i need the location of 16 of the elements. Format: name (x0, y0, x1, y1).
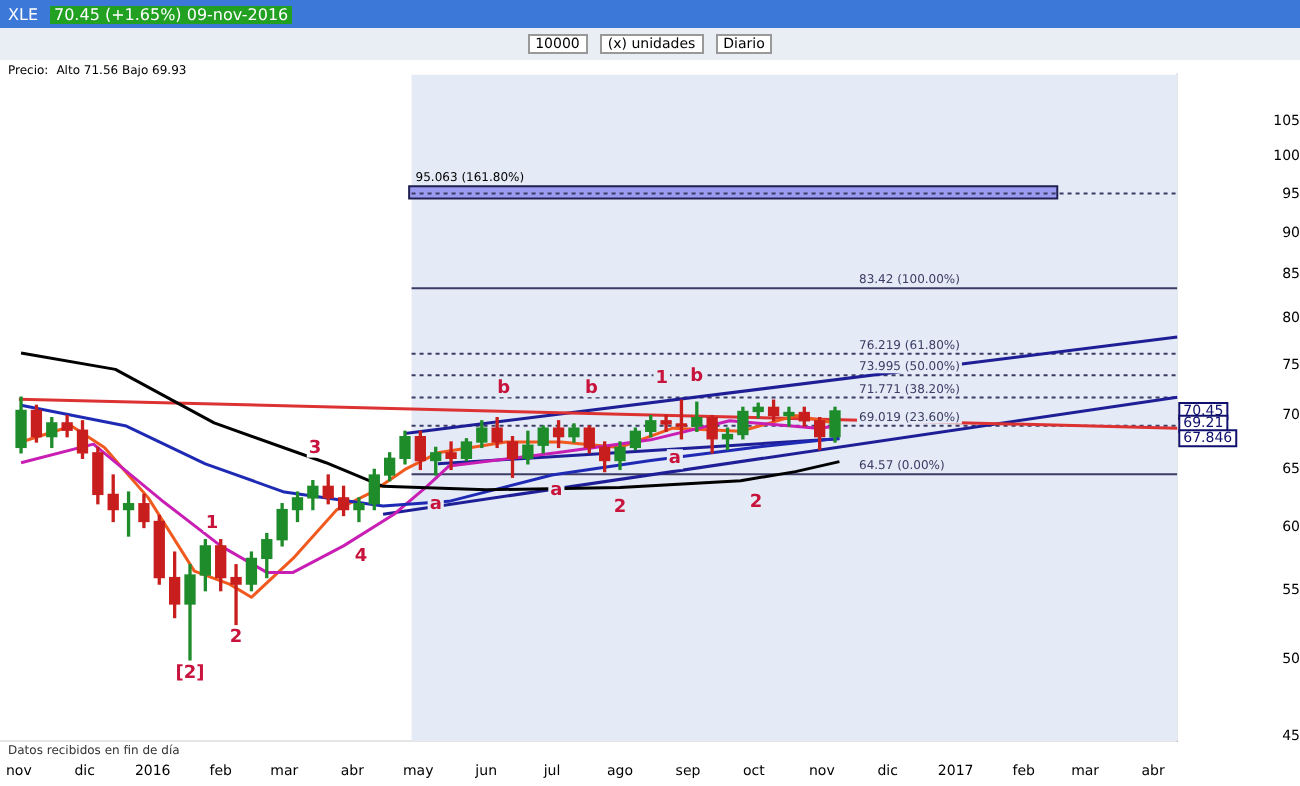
annotation: a (668, 448, 681, 469)
annotation: 3 (308, 439, 322, 460)
annotation: b (585, 378, 600, 399)
annotation: [2] (175, 663, 205, 684)
annotation: 4 (354, 547, 368, 568)
chart-title: XLE (8, 5, 38, 23)
annotation: 2 (229, 628, 243, 649)
annotation: b (690, 366, 705, 387)
annotation: 1 (655, 368, 668, 389)
chart-subtitle: 70.45 (+1.65%) 09-nov-2016 (50, 5, 293, 23)
annotation: 2 (613, 498, 627, 519)
annotation: 2 (749, 493, 763, 514)
annotation: a (550, 480, 563, 501)
annotation: 1 (205, 513, 219, 534)
annotation: a (429, 494, 442, 515)
annotation: b (497, 378, 512, 399)
